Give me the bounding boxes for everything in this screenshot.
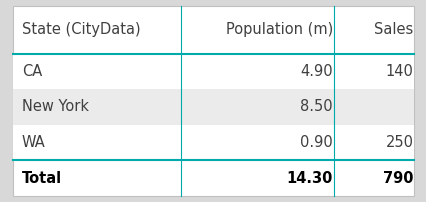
Text: New York: New York	[22, 99, 89, 115]
Text: CA: CA	[22, 64, 42, 79]
Text: 0.90: 0.90	[299, 135, 332, 150]
Text: 14.30: 14.30	[286, 171, 332, 186]
Text: 250: 250	[385, 135, 412, 150]
Bar	[13, 89, 413, 125]
Text: WA: WA	[22, 135, 45, 150]
Text: State (CityData): State (CityData)	[22, 22, 140, 37]
Bar	[13, 54, 413, 89]
Text: 140: 140	[385, 64, 412, 79]
Text: Total: Total	[22, 171, 62, 186]
Text: 4.90: 4.90	[300, 64, 332, 79]
Bar	[13, 125, 413, 160]
Text: Sales: Sales	[373, 22, 412, 37]
Text: 790: 790	[382, 171, 412, 186]
Text: Population (m): Population (m)	[225, 22, 332, 37]
Text: 8.50: 8.50	[300, 99, 332, 115]
